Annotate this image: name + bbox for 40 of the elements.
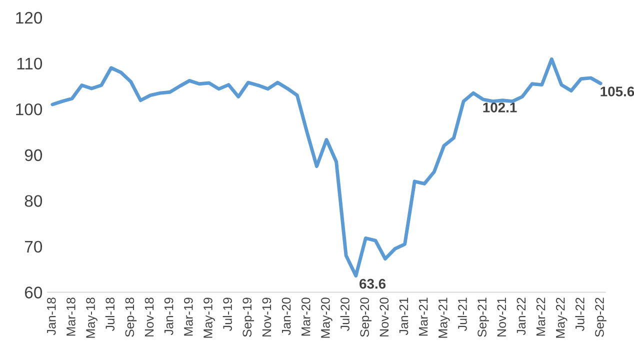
y-tick-label: 100 (16, 103, 42, 116)
x-tick-label: Jul-22 (575, 298, 584, 331)
y-tick-label: 90 (24, 149, 42, 162)
data-label: 63.6 (360, 278, 386, 289)
x-tick-label: Sep-21 (478, 298, 489, 337)
x-tick-label: Sep-22 (595, 298, 606, 337)
x-tick-label: May-21 (438, 298, 450, 338)
x-tick-label: May-22 (556, 298, 568, 338)
x-tick-label: Sep-19 (242, 298, 254, 337)
x-tick-label: Jan-20 (282, 298, 291, 336)
x-tick-label: Mar-20 (301, 298, 310, 336)
x-tick-label: Nov-18 (144, 298, 154, 336)
y-tick-label: 80 (24, 195, 42, 207)
x-tick-label: Jan-22 (516, 298, 526, 336)
x-tick-label: Nov-19 (262, 298, 272, 336)
line-series (50, 57, 602, 278)
x-tick-label: Sep-18 (125, 298, 137, 337)
y-tick-label: 120 (16, 12, 42, 24)
x-tick-label: Jul-20 (340, 298, 350, 331)
y-tick-label: 70 (25, 240, 42, 253)
data-label: 102.1 (483, 102, 517, 112)
x-tick-label: Mar-21 (418, 298, 428, 336)
x-tick-label: May-18 (86, 298, 98, 338)
x-tick-label: Nov-20 (380, 298, 389, 336)
x-tick-label: Mar-22 (536, 298, 546, 336)
x-tick-label: Jan-19 (164, 298, 174, 336)
x-tick-label: Mar-19 (184, 298, 193, 336)
data-label: 105.6 (600, 86, 634, 96)
x-tick-label: Jul-21 (458, 298, 467, 331)
x-tick-label: Jan-21 (399, 298, 408, 336)
y-tick-label: 110 (17, 58, 42, 70)
x-tick-label: Sep-20 (360, 298, 372, 337)
x-tick-label: Jan-18 (46, 298, 56, 336)
x-tick-label: May-19 (204, 298, 215, 338)
x-tick-label: Jul-18 (105, 298, 115, 331)
x-tick-label: Mar-18 (66, 298, 76, 336)
x-tick-label: Nov-21 (497, 298, 506, 336)
y-tick-label: 60 (25, 286, 42, 298)
x-tick-label: May-20 (321, 298, 332, 338)
x-tick-label: Jul-19 (222, 298, 232, 331)
